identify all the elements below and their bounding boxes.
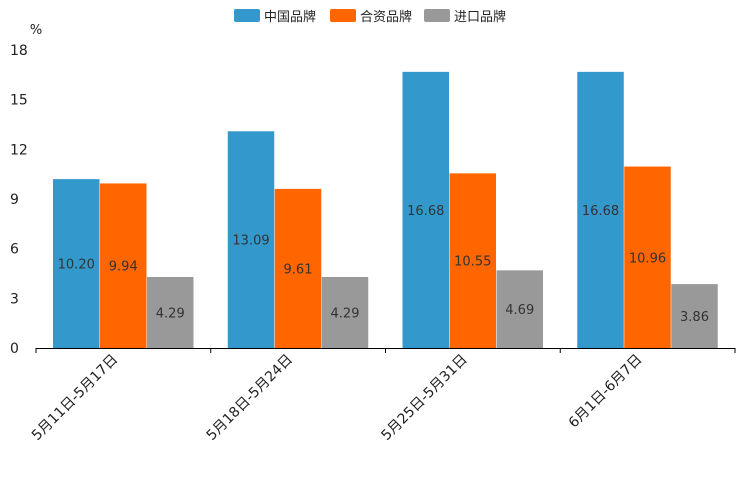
y-tick-label-18: 18 (10, 43, 28, 59)
bar-1-2[interactable] (227, 131, 275, 348)
bar-1-1[interactable] (53, 179, 100, 348)
y-tick-label-9: 9 (10, 192, 19, 208)
x-axis: 5月11日-5月17日 5月18日-5月24日 5月25日-5月31日 6月1日-6月… (29, 348, 736, 444)
bars-group: 10.20 9.94 4.29 13.09 9.61 4.29 16.68 10.55 4.69… (53, 71, 718, 348)
legend-label-3[interactable]: 进口品牌 (454, 9, 506, 25)
bar-2-1[interactable] (100, 183, 147, 348)
x-tick-label-4: 6月1日-6月7日 (566, 352, 646, 432)
bar-2-3[interactable] (449, 173, 497, 348)
y-tick-label-0: 0 (10, 341, 19, 357)
y-tick-label-15: 15 (10, 93, 28, 109)
bar-value-label-1-4: 16.68 (582, 204, 619, 219)
y-tick-label-6: 6 (10, 242, 19, 258)
x-tick-label-1: 5月11日-5月17日 (29, 352, 121, 444)
bar-3-1[interactable] (147, 276, 194, 348)
legend-label-1[interactable]: 中国品牌 (264, 9, 316, 25)
bar-value-label-1-1: 10.20 (58, 258, 95, 273)
bar-value-label-1-3: 16.68 (407, 204, 444, 219)
bar-3-4[interactable] (671, 284, 718, 348)
x-tick-label-3: 5月25日-5月31日 (378, 352, 470, 444)
bar-value-label-3-2: 4.29 (331, 306, 360, 321)
bar-3-3[interactable] (496, 270, 544, 348)
bar-3-2[interactable] (321, 276, 369, 348)
bar-2-2[interactable] (274, 188, 322, 348)
bar-value-label-3-1: 4.29 (156, 306, 185, 321)
y-tick-label-3: 3 (10, 291, 19, 307)
legend-swatch-1[interactable] (234, 9, 260, 22)
bar-1-4[interactable] (577, 71, 624, 348)
bar-value-label-2-1: 9.94 (109, 260, 138, 275)
legend: 中国品牌 合资品牌 进口品牌 (234, 9, 506, 25)
legend-swatch-3[interactable] (424, 9, 450, 22)
bar-value-label-3-3: 4.69 (505, 303, 534, 318)
legend-swatch-2[interactable] (330, 9, 356, 22)
y-tick-label-12: 12 (10, 142, 28, 158)
bar-value-label-2-3: 10.55 (454, 255, 491, 270)
bar-value-label-3-4: 3.86 (680, 310, 709, 325)
y-axis: 0 3 6 9 12 15 18 (10, 43, 28, 357)
bar-value-label-2-4: 10.96 (629, 251, 666, 266)
bar-value-label-2-2: 9.61 (284, 262, 313, 277)
y-axis-unit-label: % (30, 23, 42, 38)
legend-label-2[interactable]: 合资品牌 (360, 9, 412, 25)
x-tick-label-2: 5月18日-5月24日 (204, 352, 296, 444)
bar-value-label-1-2: 13.09 (232, 234, 269, 249)
bar-1-3[interactable] (402, 71, 450, 348)
bar-2-4[interactable] (624, 166, 671, 348)
